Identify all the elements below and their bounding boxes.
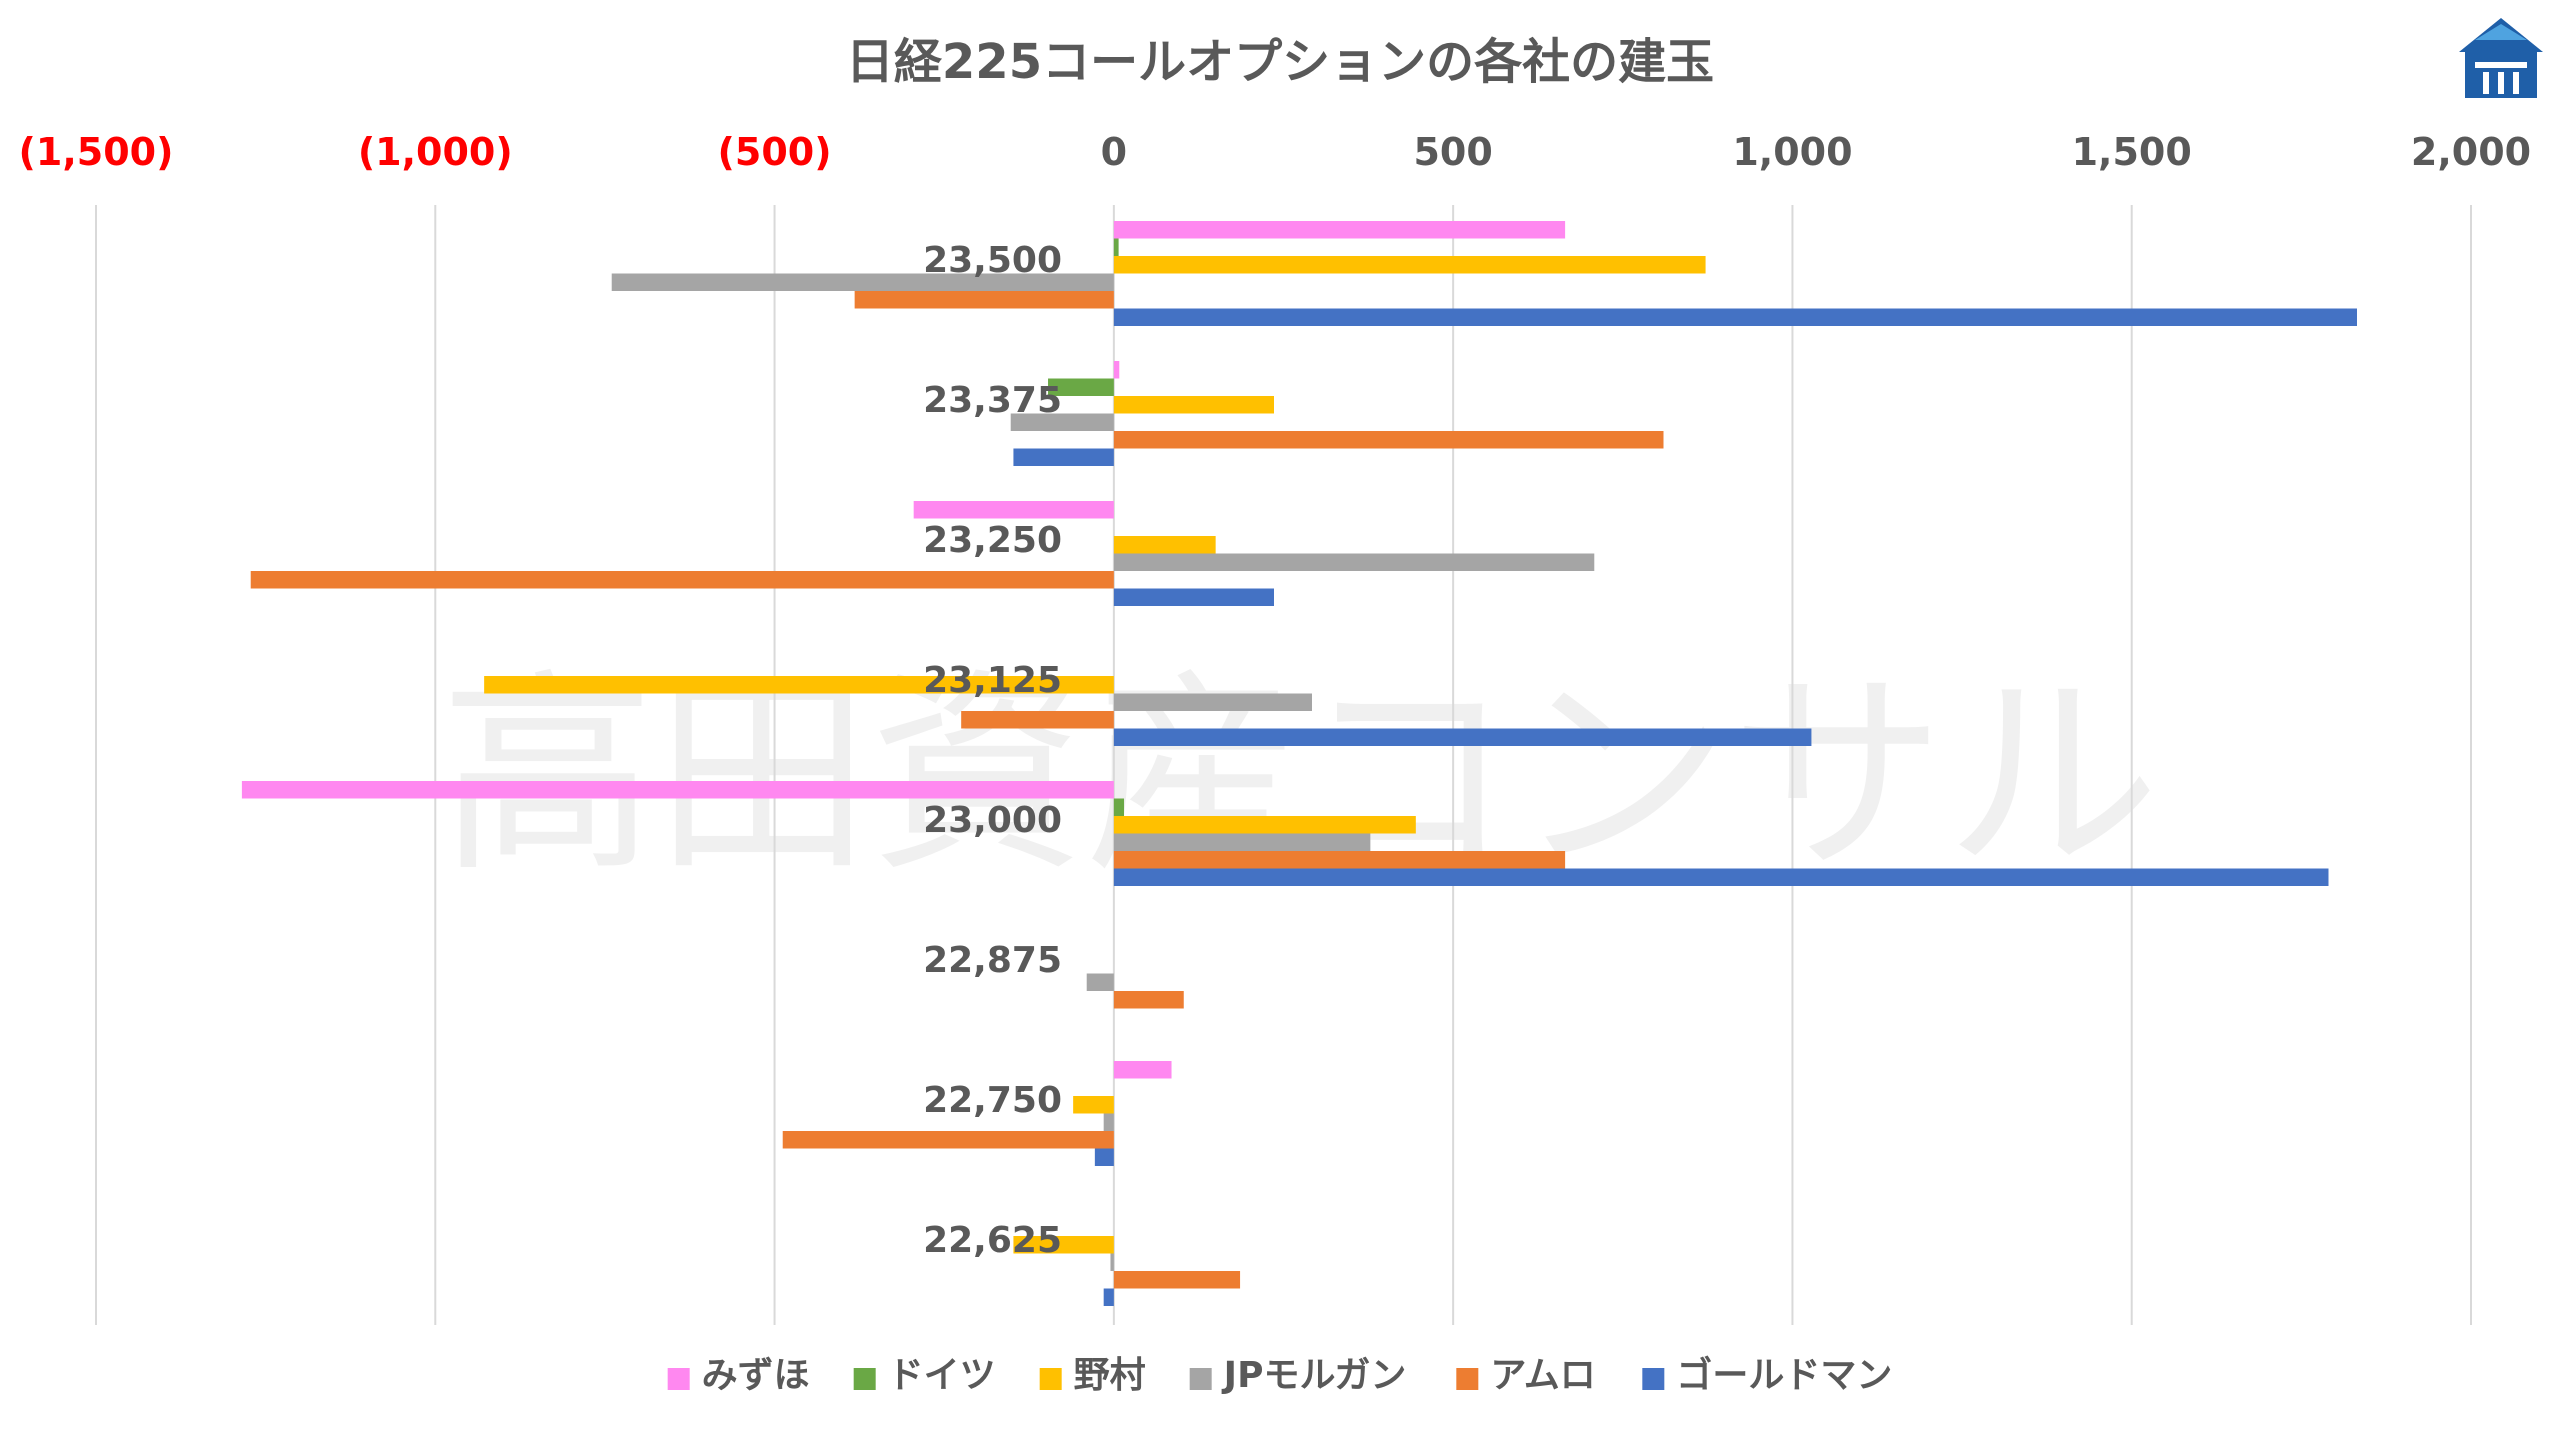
category-label: 22,750 xyxy=(923,1080,1062,1121)
legend-swatch xyxy=(853,1368,876,1390)
legend-item-label: 野村 xyxy=(1074,1355,1146,1396)
bar xyxy=(484,676,1114,694)
bar xyxy=(1113,1271,1241,1289)
bar xyxy=(241,781,1114,799)
legend: みずほ ドイツ 野村 JPモルガン アムロ ゴールドマン xyxy=(667,1354,1892,1396)
bar xyxy=(1113,816,1416,834)
bar xyxy=(782,1131,1114,1149)
bar xyxy=(1010,413,1114,431)
bars xyxy=(241,221,2357,1306)
bar xyxy=(1113,991,1184,1009)
x-tick-label: 1,500 xyxy=(2072,130,2192,174)
bar xyxy=(1113,431,1664,449)
bar xyxy=(1113,851,1566,869)
category-label: 23,000 xyxy=(923,800,1062,841)
bar xyxy=(1113,693,1312,711)
logo-icon xyxy=(2459,18,2543,98)
x-axis-ticks: (1,500) (1,000) (500) 0 500 1,000 1,500 2,000 xyxy=(19,130,2532,174)
bar xyxy=(1113,553,1595,571)
legend-swatch xyxy=(1189,1368,1212,1390)
legend-swatch xyxy=(1642,1368,1665,1390)
bar xyxy=(1013,1236,1114,1254)
legend-item-label: みずほ xyxy=(702,1355,810,1396)
x-tick-label: (1,000) xyxy=(358,130,513,174)
legend-swatch xyxy=(1456,1368,1479,1390)
bar xyxy=(1013,448,1114,466)
legend-swatch xyxy=(667,1368,690,1390)
legend-item-label: JPモルガン xyxy=(1221,1355,1407,1396)
category-label: 23,250 xyxy=(923,520,1062,561)
bar xyxy=(1113,396,1274,414)
bar xyxy=(1113,1061,1172,1079)
bar xyxy=(250,571,1114,589)
legend-item-label: アムロ xyxy=(1490,1355,1595,1396)
bar xyxy=(1048,378,1114,396)
bar xyxy=(1113,868,2329,886)
bar xyxy=(854,291,1114,309)
chart-title: 日経225コールオプションの各社の建玉 xyxy=(846,34,1714,90)
bar xyxy=(1113,833,1371,851)
bar xyxy=(1073,1096,1114,1114)
bar xyxy=(961,711,1114,729)
bar xyxy=(1113,361,1120,379)
category-label: 22,625 xyxy=(923,1220,1062,1261)
x-tick-label: 500 xyxy=(1413,130,1492,174)
category-label: 22,875 xyxy=(923,940,1062,981)
bar xyxy=(1113,238,1119,256)
bar xyxy=(1103,1113,1114,1131)
category-label: 23,125 xyxy=(923,660,1062,701)
legend-item-label: ゴールドマン xyxy=(1676,1354,1892,1396)
category-labels: 23,500 23,375 23,250 23,125 23,000 22,875 22,7… xyxy=(923,240,1062,1261)
bar xyxy=(913,501,1114,519)
bar xyxy=(1103,1288,1114,1306)
x-tick-label: (1,500) xyxy=(19,130,174,174)
bar xyxy=(1113,798,1125,816)
bar xyxy=(1113,221,1566,239)
bar xyxy=(611,273,1114,291)
bar xyxy=(1094,1148,1114,1166)
category-label: 23,500 xyxy=(923,240,1062,281)
bar xyxy=(1113,256,1706,274)
bar xyxy=(1113,536,1216,554)
x-tick-label: 0 xyxy=(1101,130,1127,174)
bar xyxy=(1086,973,1114,991)
bar xyxy=(1113,588,1274,606)
bar xyxy=(1113,308,2357,326)
category-label: 23,375 xyxy=(923,380,1062,421)
legend-item-label: ドイツ xyxy=(888,1355,996,1396)
legend-swatch xyxy=(1039,1368,1062,1390)
bar xyxy=(1113,728,1812,746)
x-tick-label: 2,000 xyxy=(2411,130,2531,174)
x-tick-label: 1,000 xyxy=(1732,130,1852,174)
bar xyxy=(1110,1253,1114,1271)
x-tick-label: (500) xyxy=(718,130,832,174)
